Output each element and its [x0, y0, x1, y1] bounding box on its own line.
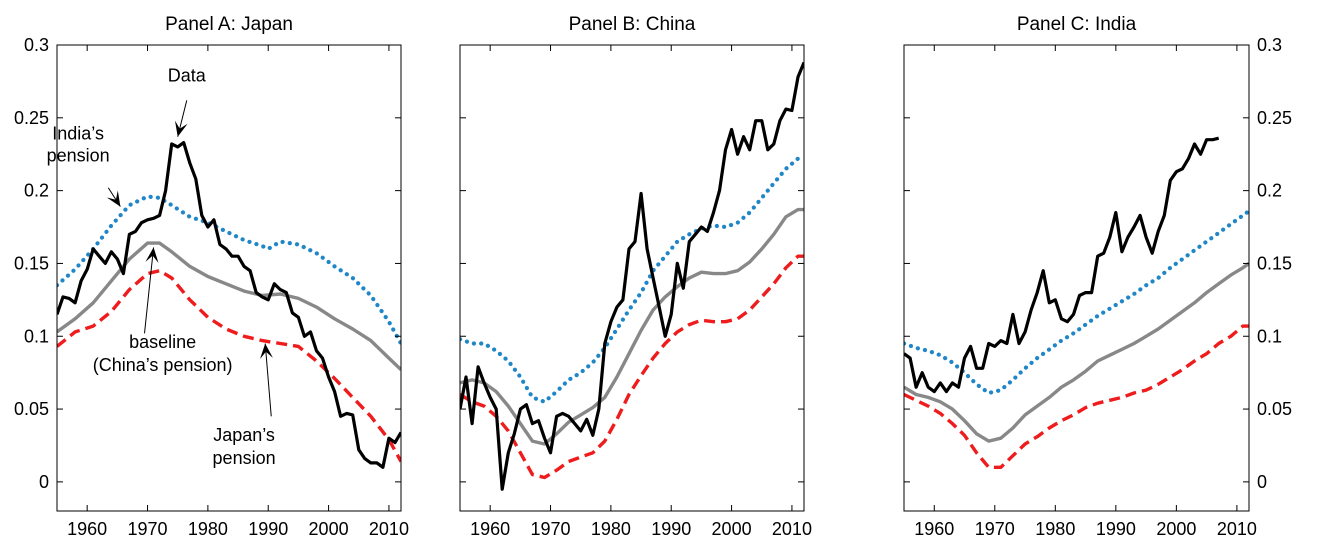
- annotation-arrowhead: [145, 247, 159, 263]
- x-tick-label: 1960: [914, 519, 954, 539]
- plot-frame: [903, 44, 1250, 512]
- annotation: Japan’s pension: [213, 343, 276, 468]
- y-tick-label: 0.25: [14, 108, 49, 128]
- panel-3: 1960 1970 1980 1990 2000 2010 0 0.05 0.1 0.15 0.2 0…: [903, 14, 1292, 539]
- panel-title: Panel A: Japan: [165, 14, 293, 35]
- annotation-arrow: [144, 247, 155, 334]
- x-tick-label: 2000: [712, 519, 752, 539]
- x-tick-label: 2010: [772, 519, 812, 539]
- series-line-solid: [904, 136, 1220, 394]
- annotation: India’s pension: [47, 124, 121, 207]
- annotation-text: baseline (China’s pension): [93, 332, 233, 375]
- series-group: [57, 141, 401, 469]
- series-line-dotted: [460, 156, 804, 404]
- y-tick-label: 0.3: [24, 35, 49, 55]
- x-tick-label: 1980: [188, 519, 228, 539]
- series-line-dashed: [57, 269, 401, 463]
- annotation: baseline (China’s pension): [93, 247, 233, 375]
- y-tick-label: 0.2: [1257, 181, 1282, 201]
- series-line-dashed: [460, 254, 804, 480]
- x-tick-label: 1990: [651, 519, 691, 539]
- series-group: [460, 61, 804, 491]
- x-tick-label: 1960: [67, 519, 107, 539]
- y-tick-label: 0.3: [1257, 35, 1282, 55]
- x-tick-label: 1980: [1035, 519, 1075, 539]
- annotation-arrowhead: [175, 120, 188, 137]
- x-tick-label: 1970: [128, 519, 168, 539]
- y-tick-label: 0.05: [1257, 399, 1292, 419]
- annotation-arrow: [264, 343, 272, 417]
- y-tick-label: 0.05: [14, 399, 49, 419]
- annotation-text: India’s pension: [47, 124, 110, 166]
- x-tick-label: 2010: [369, 519, 409, 539]
- panel-1: 1960 1970 1980 1990 2000 2010 0 0.05 0.1 0.15 0.2 0…: [14, 14, 409, 539]
- series-line-dashed: [904, 324, 1249, 469]
- series-line-dotted: [57, 194, 401, 346]
- y-tick-label: 0.15: [1257, 253, 1292, 273]
- panel-title: Panel C: India: [1017, 14, 1137, 35]
- annotation-arrowhead: [260, 343, 273, 359]
- y-tick-label: 0: [1257, 472, 1267, 492]
- series-group: [904, 136, 1249, 469]
- y-tick-label: 0.25: [1257, 108, 1292, 128]
- annotation-arrowhead: [106, 190, 121, 207]
- series-line-solid-gray: [904, 262, 1249, 443]
- x-tick-label: 2000: [1156, 519, 1196, 539]
- series-line-solid-gray: [57, 241, 401, 371]
- panel-2: 1960 1970 1980 1990 2000 2010 Panel B: China: [459, 14, 812, 539]
- x-tick-label: 1970: [531, 519, 571, 539]
- x-tick-label: 1990: [1096, 519, 1136, 539]
- y-tick-label: 0.1: [24, 326, 49, 346]
- panel-title: Panel B: China: [569, 14, 696, 35]
- plot-frame: [56, 44, 402, 512]
- x-tick-label: 1970: [975, 519, 1015, 539]
- series-line-solid: [460, 61, 804, 491]
- x-tick-label: 1980: [591, 519, 631, 539]
- y-tick-label: 0: [39, 472, 49, 492]
- x-tick-label: 2010: [1217, 519, 1257, 539]
- series-line-solid: [57, 141, 401, 469]
- y-tick-label: 0.15: [14, 253, 49, 273]
- annotation-text: Data: [168, 65, 207, 85]
- x-tick-label: 1990: [248, 519, 288, 539]
- x-tick-label: 2000: [309, 519, 349, 539]
- x-tick-label: 1960: [470, 519, 510, 539]
- y-tick-label: 0.1: [1257, 326, 1282, 346]
- annotation-text: Japan’s pension: [213, 425, 276, 468]
- annotation: Data: [168, 65, 207, 137]
- plot-frame: [459, 44, 805, 512]
- y-tick-label: 0.2: [24, 181, 49, 201]
